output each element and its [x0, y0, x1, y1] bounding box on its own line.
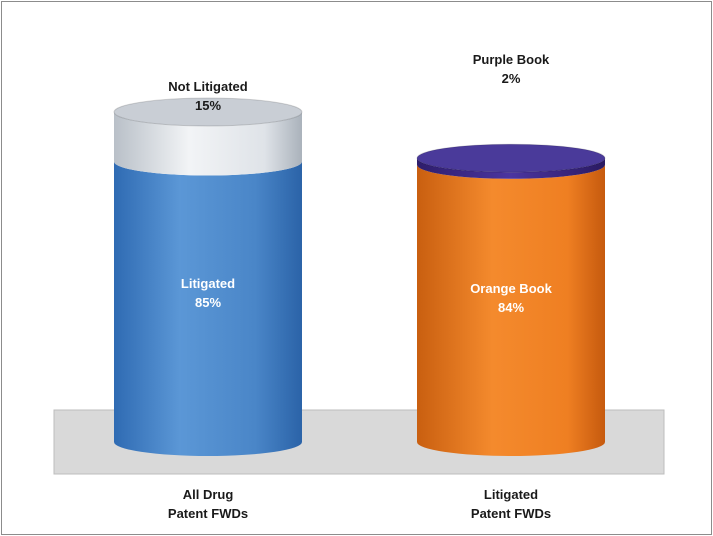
category-label-1-line1: All Drug: [183, 487, 234, 502]
category-label-2-line1: Litigated: [484, 487, 538, 502]
category-label-2-line2: Patent FWDs: [471, 506, 551, 521]
bar2-segment2-label-line2: 2%: [502, 71, 521, 86]
category-label-1-line2: Patent FWDs: [168, 506, 248, 521]
bar1-segment1: [114, 161, 302, 456]
bar1-top-cap: [113, 97, 303, 127]
bar1-segment2: [114, 112, 302, 176]
bar1-segment1-label-line2: 85%: [195, 295, 221, 310]
bar1-segment2-label-line1: Not Litigated: [168, 79, 247, 94]
bar2-segment1: [417, 164, 605, 457]
bars-layer: [113, 97, 606, 457]
bar2-segment2-label-line1: Purple Book: [473, 52, 550, 67]
bar1-segment2-label-line2: 15%: [195, 98, 221, 113]
bar2-top-cap: [416, 143, 606, 173]
bar2-segment1-label-line1: Orange Book: [470, 281, 552, 296]
bar2-segment1-label-line2: 84%: [498, 300, 524, 315]
bar1-segment1-label-line1: Litigated: [181, 276, 235, 291]
bar2-segment2: [417, 158, 605, 179]
